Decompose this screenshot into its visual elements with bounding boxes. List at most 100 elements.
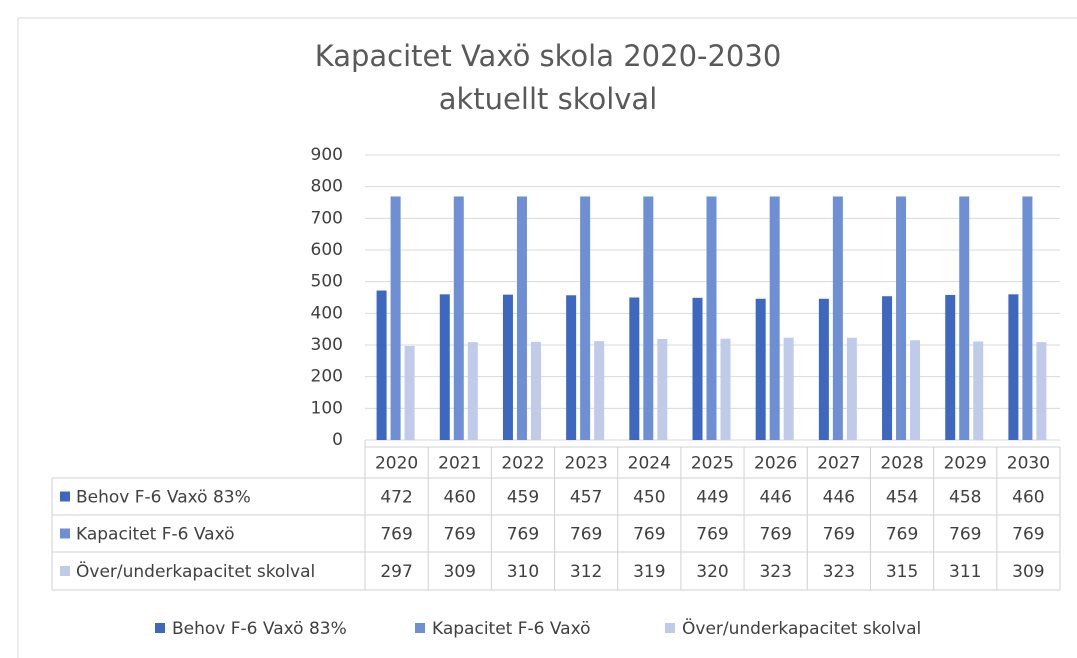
table-value: 769 [823,525,855,545]
legend-label: Över/underkapacitet skolval [682,617,921,639]
bar [910,340,921,440]
bar [629,297,640,440]
table-value: 323 [823,562,855,582]
table-value: 472 [380,488,412,508]
chart-title: Kapacitet Vaxö skola 2020-2030 [315,39,782,73]
table-value: 769 [507,525,539,545]
x-tick-label: 2024 [628,454,671,474]
table-value: 309 [1012,562,1044,582]
bar [1008,294,1019,440]
table-value: 310 [507,562,539,582]
y-tick-label: 0 [332,430,343,450]
bar [783,337,794,440]
bar [973,341,984,440]
bar [832,196,843,440]
y-tick-label: 400 [311,303,343,323]
bar [706,196,717,440]
chart-subtitle: aktuellt skolval [439,82,658,116]
table-value: 454 [886,488,918,508]
bar [692,297,703,440]
table-value: 769 [759,525,791,545]
table-value: 769 [886,525,918,545]
x-tick-label: 2029 [944,454,987,474]
x-tick-label: 2028 [880,454,923,474]
x-tick-label: 2020 [375,454,418,474]
chart-frame [17,17,1077,658]
x-tick-label: 2027 [817,454,860,474]
table-value: 769 [444,525,476,545]
table-value: 309 [444,562,476,582]
bar [945,294,956,440]
table-value: 459 [507,488,539,508]
legend-key [415,623,425,633]
y-tick-label: 800 [311,177,343,197]
bar [594,341,605,440]
bar [657,338,668,440]
legend-key [155,623,165,633]
x-tick-label: 2030 [1007,454,1050,474]
table-value: 446 [823,488,855,508]
table-value: 769 [949,525,981,545]
table-value: 323 [759,562,791,582]
table-row-label: Kapacitet F-6 Vaxö [76,525,235,545]
table-value: 311 [949,562,981,582]
table-value: 457 [570,488,602,508]
table-value: 460 [444,488,476,508]
x-tick-label: 2022 [501,454,544,474]
legend-label: Kapacitet F-6 Vaxö [432,619,591,639]
x-tick-label: 2023 [565,454,608,474]
table-row-label: Över/underkapacitet skolval [76,560,315,582]
y-tick-label: 900 [311,145,343,165]
table-value: 320 [696,562,728,582]
bar [467,342,478,440]
table-value: 449 [696,488,728,508]
y-tick-label: 700 [311,208,343,228]
table-legend-key [60,491,70,502]
bar [502,294,513,440]
legend-key [665,623,675,633]
bar [404,345,415,440]
bar [896,196,907,440]
y-tick-label: 600 [311,240,343,260]
bar [882,296,893,440]
bar [846,337,857,440]
bar [959,196,970,440]
table-row-label: Behov F-6 Vaxö 83% [76,488,251,508]
table-value: 446 [759,488,791,508]
bar [769,196,780,440]
table-value: 315 [886,562,918,582]
bar [643,196,654,440]
bar [755,298,766,440]
y-tick-label: 100 [311,398,343,418]
table-value: 769 [1012,525,1044,545]
bar [1022,196,1033,440]
table-value: 319 [633,562,665,582]
x-tick-label: 2025 [691,454,734,474]
bar [453,196,464,440]
y-tick-label: 300 [311,335,343,355]
y-tick-label: 200 [311,367,343,387]
x-tick-label: 2021 [438,454,481,474]
bar [566,295,577,440]
table-value: 769 [570,525,602,545]
table-value: 460 [1012,488,1044,508]
bar [516,196,527,440]
legend-label: Behov F-6 Vaxö 83% [172,619,347,639]
table-value: 458 [949,488,981,508]
bar [376,290,387,440]
bar [439,294,450,440]
bar [530,341,541,440]
table-value: 312 [570,562,602,582]
table-value: 450 [633,488,665,508]
bar [818,298,829,440]
table-value: 769 [633,525,665,545]
table-legend-key [60,528,70,539]
bar [1036,342,1047,440]
table-legend-key [60,566,70,576]
bar [580,196,591,440]
table-value: 769 [696,525,728,545]
table-value: 769 [380,525,412,545]
bar [720,338,731,440]
x-tick-label: 2026 [754,454,797,474]
